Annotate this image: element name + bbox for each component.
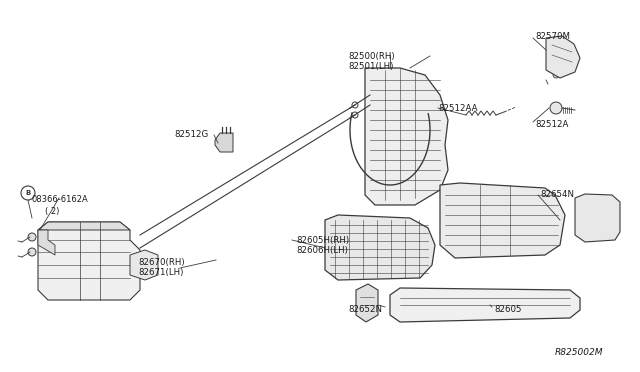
Circle shape: [553, 72, 559, 78]
Polygon shape: [130, 250, 158, 280]
Text: 82512G: 82512G: [174, 130, 208, 139]
Text: 08366-6162A: 08366-6162A: [32, 195, 89, 204]
Text: 82605H(RH): 82605H(RH): [296, 236, 349, 245]
Polygon shape: [325, 215, 435, 280]
Text: 82606H(LH): 82606H(LH): [296, 246, 348, 255]
Text: 82500(RH): 82500(RH): [348, 52, 395, 61]
Circle shape: [352, 112, 358, 118]
Text: 82512AA: 82512AA: [438, 104, 477, 113]
Circle shape: [28, 248, 36, 256]
Text: 82670(RH): 82670(RH): [138, 258, 184, 267]
Polygon shape: [356, 284, 378, 322]
Polygon shape: [365, 68, 448, 205]
Polygon shape: [38, 222, 140, 300]
Circle shape: [21, 186, 35, 200]
Text: 82570M: 82570M: [535, 32, 570, 41]
Text: 82654N: 82654N: [540, 190, 574, 199]
Polygon shape: [575, 194, 620, 242]
Circle shape: [550, 102, 562, 114]
Text: 82671(LH): 82671(LH): [138, 268, 184, 277]
Text: 82512A: 82512A: [535, 120, 568, 129]
Circle shape: [28, 233, 36, 241]
Polygon shape: [390, 288, 580, 322]
Text: 82652N: 82652N: [348, 305, 382, 314]
Text: 82501(LH): 82501(LH): [348, 62, 394, 71]
Polygon shape: [440, 183, 565, 258]
Polygon shape: [38, 222, 130, 230]
Circle shape: [352, 102, 358, 108]
Polygon shape: [546, 36, 580, 78]
Polygon shape: [215, 133, 233, 152]
Text: B: B: [26, 190, 31, 196]
Polygon shape: [38, 230, 55, 255]
Text: R825002M: R825002M: [555, 348, 604, 357]
Text: 82605: 82605: [494, 305, 522, 314]
Text: ( 2): ( 2): [45, 207, 60, 216]
